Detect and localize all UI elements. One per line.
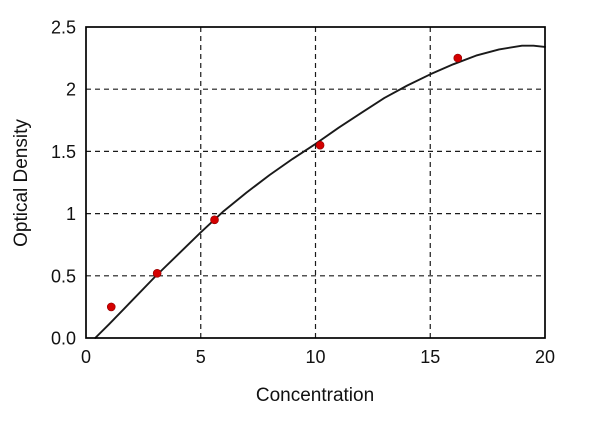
y-tick-label: 0.0 (51, 329, 76, 349)
y-tick-label: 1.5 (51, 142, 76, 162)
x-tick-label: 5 (196, 347, 206, 367)
y-tick-label: 0.5 (51, 266, 76, 286)
y-tick-label: 1 (66, 204, 76, 224)
data-point (152, 269, 162, 278)
x-tick-label: 10 (305, 347, 325, 367)
data-point (210, 215, 219, 225)
data-point (106, 302, 116, 312)
y-tick-label: 2 (66, 80, 76, 100)
x-tick-label: 15 (420, 347, 440, 367)
data-point (315, 140, 325, 150)
plot-frame (85, 26, 546, 339)
data-point (453, 53, 463, 63)
y-axis-label: Optical Density (11, 119, 32, 247)
x-axis-label: Concentration (256, 385, 374, 406)
y-tick-label: 2.5 (51, 18, 76, 38)
plot-layers: 0 5 10 15 20 0.0 0.5 1 1.5 2 2.5 (51, 18, 555, 368)
fit-curve (94, 44, 546, 339)
x-tick-label: 0 (81, 347, 91, 367)
x-tick-label: 20 (535, 347, 555, 367)
